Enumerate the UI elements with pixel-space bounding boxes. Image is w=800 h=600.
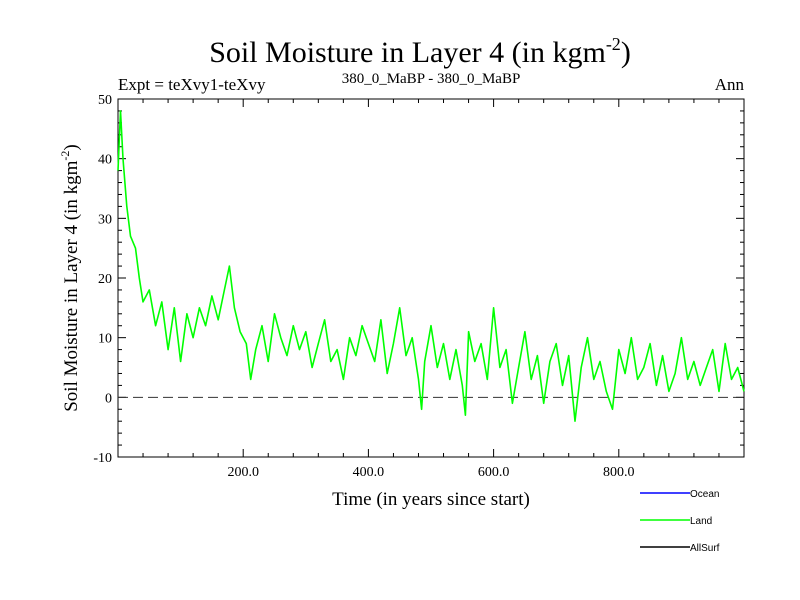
- legend-label-allsurf: AllSurf: [690, 543, 720, 554]
- y-axis-label-main: Soil Moisture in Layer 4 (in kgm: [61, 160, 82, 411]
- x-axis-label: Time (in years since start): [332, 489, 530, 510]
- x-tick-label: 400.0: [353, 465, 385, 480]
- y-tick-label: 40: [98, 153, 112, 168]
- y-tick-label: 0: [105, 391, 112, 406]
- chart-title-main: Soil Moisture in Layer 4 (in kgm: [209, 36, 606, 69]
- legend-label-ocean: Ocean: [690, 489, 719, 500]
- plot-frame: [117, 98, 745, 458]
- subtitle-left: Expt = teXvy1-teXvy: [118, 75, 266, 94]
- y-tick-label: 10: [98, 332, 112, 347]
- subtitle-right: Ann: [715, 75, 745, 94]
- y-tick-label: 20: [98, 272, 112, 287]
- chart-title-close: ): [621, 36, 631, 69]
- x-tick-label: 800.0: [603, 465, 635, 480]
- series-layer: [117, 110, 745, 423]
- x-tick-label: 200.0: [227, 465, 259, 480]
- y-axis-label-sup: -2: [58, 151, 72, 161]
- axes-ticks: -10 0 10 20 30 40 50 200.0 400.0 600.0 800.0: [93, 93, 744, 480]
- series-line-land: [117, 110, 745, 423]
- chart-title-sup: -2: [606, 34, 621, 54]
- x-tick-label: 600.0: [478, 465, 510, 480]
- subtitle-center: 380_0_MaBP - 380_0_MaBP: [342, 71, 521, 87]
- y-axis-label: Soil Moisture in Layer 4 (in kgm-2): [58, 144, 82, 412]
- y-tick-label: 50: [98, 93, 112, 108]
- chart-title: Soil Moisture in Layer 4 (in kgm-2): [209, 34, 631, 69]
- legend: Ocean Land AllSurf: [640, 489, 720, 554]
- y-axis-label-close: ): [61, 144, 82, 150]
- y-tick-label: 30: [98, 212, 112, 227]
- legend-label-land: Land: [690, 516, 712, 527]
- y-tick-label: -10: [93, 451, 112, 466]
